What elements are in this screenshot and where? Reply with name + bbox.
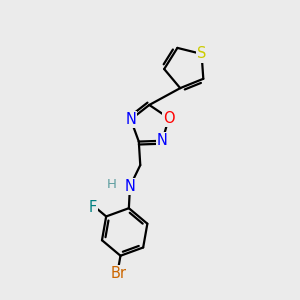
Text: O: O (163, 111, 175, 126)
Text: S: S (197, 46, 206, 62)
Text: F: F (88, 200, 97, 215)
Text: Br: Br (110, 266, 126, 281)
Text: H: H (107, 178, 117, 191)
Text: N: N (125, 112, 136, 127)
Text: N: N (157, 133, 168, 148)
Text: N: N (124, 179, 135, 194)
